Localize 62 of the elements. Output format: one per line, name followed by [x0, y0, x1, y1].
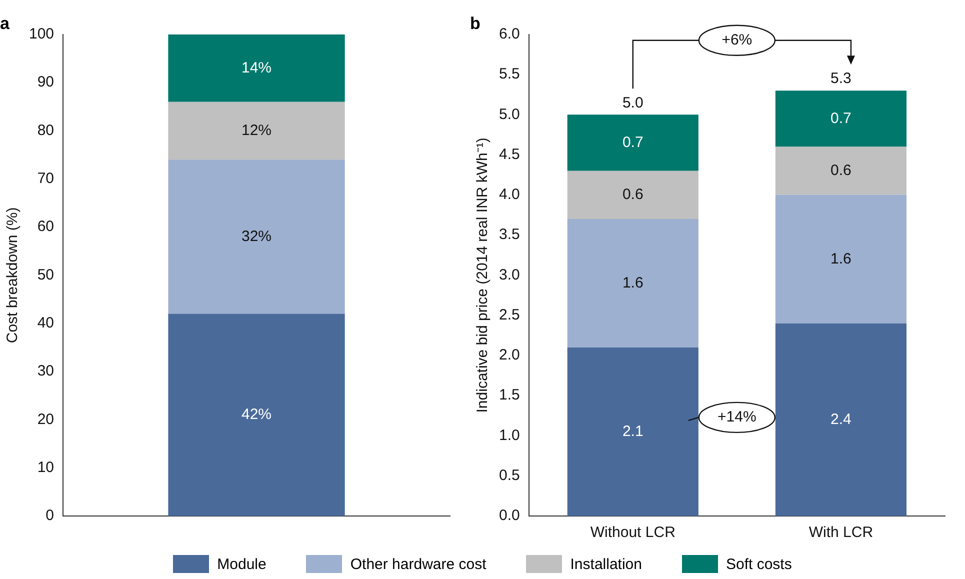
y-tick-label: 60	[37, 218, 54, 236]
data-label: 0.7	[622, 134, 644, 151]
bar	[567, 170, 698, 220]
bar	[168, 102, 345, 160]
data-label: 32%	[242, 228, 272, 245]
legend-label: Soft costs	[726, 556, 792, 572]
y-tick-label: 0.5	[498, 467, 520, 484]
bar	[775, 90, 907, 147]
legend-label: Installation	[570, 556, 642, 572]
bar	[775, 323, 907, 516]
data-label: 0.7	[830, 110, 852, 127]
y-tick-label: 40	[37, 314, 54, 332]
chart-title: a	[0, 14, 10, 33]
y-tick-label: 6.0	[498, 26, 520, 43]
data-label: 14%	[242, 59, 272, 76]
y-axis-title: Cost breakdown (%)	[4, 207, 22, 344]
annotation: +6%	[722, 32, 752, 49]
total-label: 5.0	[622, 94, 644, 112]
y-tick-label: 5.0	[498, 106, 520, 123]
legend-label: Other hardware cost	[350, 556, 486, 572]
bar	[168, 314, 345, 516]
data-label: 42%	[242, 406, 272, 424]
y-tick-label: 80	[37, 122, 54, 139]
y-tick-label: 90	[37, 74, 54, 91]
y-tick-label: 4.0	[498, 186, 520, 204]
x-tick-label: Without LCR	[590, 524, 676, 542]
y-tick-label: 0.0	[498, 507, 520, 524]
y-tick-label: 4.5	[498, 146, 520, 163]
total-label: 5.3	[830, 70, 852, 88]
annotation: +14%	[718, 408, 756, 426]
data-label: 0.6	[622, 186, 644, 204]
y-tick-label: 3.0	[498, 266, 520, 284]
bar	[567, 114, 698, 171]
y-tick-label: 50	[37, 266, 54, 284]
data-label: 1.6	[622, 274, 644, 292]
data-label: 2.4	[830, 410, 852, 428]
bar	[775, 146, 907, 195]
y-tick-label: 20	[37, 410, 54, 428]
y-tick-label: 0	[46, 507, 54, 524]
chart-title: b	[470, 14, 480, 33]
y-tick-label: 2.0	[498, 346, 520, 364]
data-label: 0.6	[830, 162, 852, 179]
bar	[567, 219, 698, 348]
bar	[775, 194, 907, 324]
x-tick-label: With LCR	[808, 524, 874, 542]
bar	[168, 160, 345, 314]
bar	[168, 34, 345, 102]
y-tick-label: 1.0	[498, 426, 520, 444]
y-tick-label: 5.5	[498, 66, 520, 83]
legend-label: Module	[217, 556, 266, 572]
y-tick-label: 1.5	[498, 386, 520, 404]
y-tick-label: 2.5	[498, 306, 520, 324]
y-axis-title: Indicative bid price (2014 real INR kWh⁻¹)	[474, 138, 492, 413]
y-tick-label: 70	[37, 170, 54, 188]
y-tick-label: 3.5	[498, 226, 520, 244]
data-label: 2.1	[622, 422, 644, 440]
bar	[567, 347, 698, 516]
y-tick-label: 30	[37, 362, 54, 380]
data-label: 12%	[242, 122, 272, 139]
y-tick-label: 100	[28, 26, 54, 43]
y-tick-label: 10	[37, 458, 54, 476]
data-label: 1.6	[830, 250, 852, 268]
